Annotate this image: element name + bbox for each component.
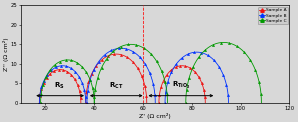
Legend: Sample A, Sample B, Sample C: Sample A, Sample B, Sample C (258, 7, 288, 25)
Text: $\mathbf{R_S}$: $\mathbf{R_S}$ (54, 81, 64, 91)
Text: $\mathbf{R_{CT}}$: $\mathbf{R_{CT}}$ (109, 81, 123, 91)
X-axis label: Z' (Ω cm²): Z' (Ω cm²) (139, 112, 171, 119)
Y-axis label: Z'' (Ω cm²): Z'' (Ω cm²) (4, 37, 10, 71)
Text: $\mathbf{R_{TiO_2}}$: $\mathbf{R_{TiO_2}}$ (172, 80, 190, 91)
